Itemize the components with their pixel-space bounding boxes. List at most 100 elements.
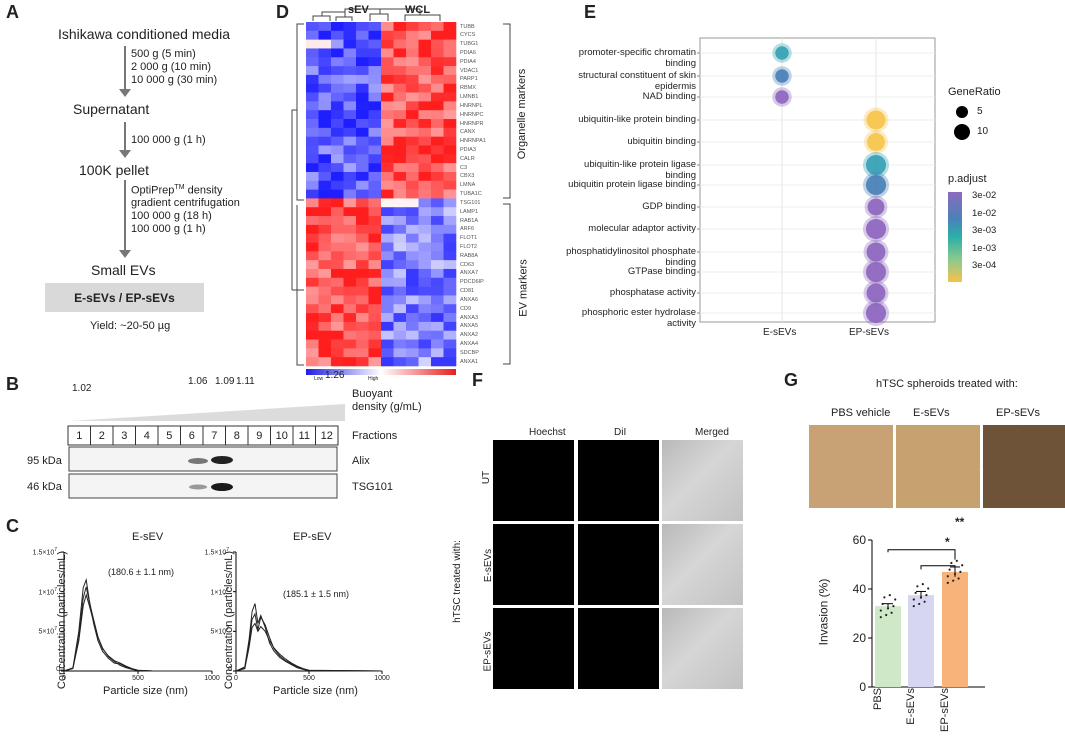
heatmap-cell bbox=[343, 136, 357, 146]
heatmap-cell bbox=[343, 286, 357, 296]
invasion-datapoint bbox=[948, 568, 951, 571]
heatmap-cell bbox=[368, 127, 382, 137]
heatmap-cell bbox=[406, 180, 419, 190]
heatmap-cell bbox=[431, 277, 444, 287]
gene-label: ANXA7 bbox=[460, 270, 479, 277]
heatmap-cell bbox=[306, 242, 319, 252]
heatmap-cell bbox=[393, 233, 407, 243]
heatmap-legend-high: High bbox=[368, 376, 379, 382]
ev-bracket bbox=[503, 203, 511, 365]
generatio-title: GeneRatio bbox=[948, 86, 1001, 98]
heatmap-cell bbox=[343, 268, 357, 279]
heatmap-cell bbox=[418, 39, 432, 49]
heatmap-cell bbox=[318, 313, 332, 323]
heatmap-cell bbox=[343, 154, 357, 164]
micrograph-E-sEVs-Merged bbox=[662, 524, 743, 605]
heatmap-cell bbox=[431, 224, 444, 234]
heatmap-cell bbox=[443, 198, 457, 208]
heatmap-cell bbox=[306, 30, 319, 40]
gene-label: TUBA1C bbox=[460, 191, 482, 198]
spheroid-image-pbs bbox=[809, 425, 893, 508]
heatmap-cell bbox=[343, 163, 357, 173]
heatmap-cell bbox=[356, 136, 369, 146]
heatmap-cell bbox=[393, 92, 407, 102]
heatmap-cell bbox=[356, 224, 369, 234]
nta-ytick-exp: 7 bbox=[226, 586, 229, 593]
spheroid-image-ep bbox=[983, 425, 1065, 508]
nta-xticklabel-0-2: 1000 bbox=[204, 675, 220, 682]
heatmap-cell bbox=[331, 198, 344, 208]
heatmap-cell bbox=[318, 268, 332, 279]
padj-tick-3: 1e-03 bbox=[972, 242, 997, 254]
gene-label: PDCD6IP bbox=[460, 279, 484, 286]
panel-c-label: C bbox=[6, 516, 19, 536]
heatmap-cell bbox=[393, 48, 407, 58]
heatmap-cell bbox=[443, 304, 457, 314]
blot-protein-tsg101: TSG101 bbox=[352, 481, 393, 493]
gene-label: FLOT1 bbox=[460, 235, 478, 242]
heatmap-cell bbox=[356, 330, 369, 340]
heatmap-cell bbox=[431, 339, 444, 349]
heatmap-cell bbox=[393, 224, 407, 234]
invasion-datapoint bbox=[883, 596, 886, 599]
invasion-datapoint bbox=[927, 587, 930, 590]
heatmap-cell bbox=[381, 180, 394, 190]
heatmap-cell bbox=[356, 260, 369, 270]
gene-label: TUBG1 bbox=[460, 41, 479, 48]
heatmap-cell bbox=[356, 180, 369, 190]
heatmap-cell bbox=[356, 321, 369, 332]
go-dot bbox=[866, 242, 886, 262]
nta-xticklabel-0-0: 0 bbox=[62, 675, 66, 682]
spheroid-label-pbs: PBS vehicle bbox=[831, 407, 891, 419]
fraction-num-5: 5 bbox=[166, 430, 173, 442]
go-term-5: ubiquitin-like protein ligase binding bbox=[584, 159, 696, 181]
heatmap-cell bbox=[331, 92, 344, 102]
heatmap-cell bbox=[443, 127, 457, 137]
heatmap-cell bbox=[343, 22, 357, 32]
heatmap-cell bbox=[343, 242, 357, 252]
heatmap-cell bbox=[431, 101, 444, 111]
col-dendrogram bbox=[312, 8, 441, 21]
heatmap-cell bbox=[318, 242, 332, 252]
heatmap-cell bbox=[443, 224, 457, 234]
heatmap-cell bbox=[393, 154, 407, 164]
nta-xticklabel-1-2: 1000 bbox=[374, 675, 390, 682]
invasion-datapoint bbox=[959, 570, 962, 573]
gene-label: ARF6 bbox=[460, 226, 475, 233]
heatmap-cell bbox=[431, 22, 444, 32]
heatmap-cell bbox=[368, 339, 382, 349]
micrograph-EP-sEVs-Merged bbox=[662, 608, 743, 689]
go-term-1: structural constituent of skin epidermis bbox=[578, 70, 696, 92]
heatmap-cell bbox=[418, 286, 432, 296]
invasion-datapoint bbox=[952, 579, 955, 582]
heatmap-cell bbox=[443, 39, 457, 49]
heatmap-cell bbox=[406, 216, 419, 226]
heatmap-cell bbox=[393, 39, 407, 49]
nta-yticklabel-1-1: 1×107 bbox=[210, 586, 229, 596]
heatmap-cell bbox=[443, 101, 457, 111]
heatmap-cell bbox=[431, 180, 444, 190]
heatmap-cell bbox=[443, 163, 457, 173]
invasion-datapoint bbox=[925, 594, 928, 597]
heatmap-cell bbox=[368, 189, 382, 199]
heatmap-cell bbox=[331, 171, 344, 182]
heatmap-cell bbox=[443, 339, 457, 349]
heatmap-cell bbox=[381, 57, 394, 67]
heatmap-cell bbox=[368, 22, 382, 32]
heatmap-cell bbox=[356, 39, 369, 49]
heatmap-cell bbox=[343, 127, 357, 137]
heatmap-cell bbox=[381, 357, 394, 367]
heatmap-cell bbox=[431, 66, 444, 76]
heatmap-cell bbox=[431, 357, 444, 367]
heatmap-cell bbox=[331, 304, 344, 314]
heatmap-cell bbox=[381, 74, 394, 85]
spin-step-1: 500 g (5 min) bbox=[131, 48, 196, 60]
heatmap-cell bbox=[381, 119, 394, 129]
col-hoechst: Hoechst bbox=[529, 427, 566, 438]
heatmap-cell bbox=[343, 92, 357, 102]
gradient-step-1: gradient centrifugation bbox=[131, 197, 240, 209]
heatmap-cell bbox=[406, 163, 419, 173]
heatmap-cell bbox=[406, 57, 419, 67]
heatmap-cell bbox=[443, 180, 457, 190]
heatmap-cell bbox=[443, 242, 457, 252]
